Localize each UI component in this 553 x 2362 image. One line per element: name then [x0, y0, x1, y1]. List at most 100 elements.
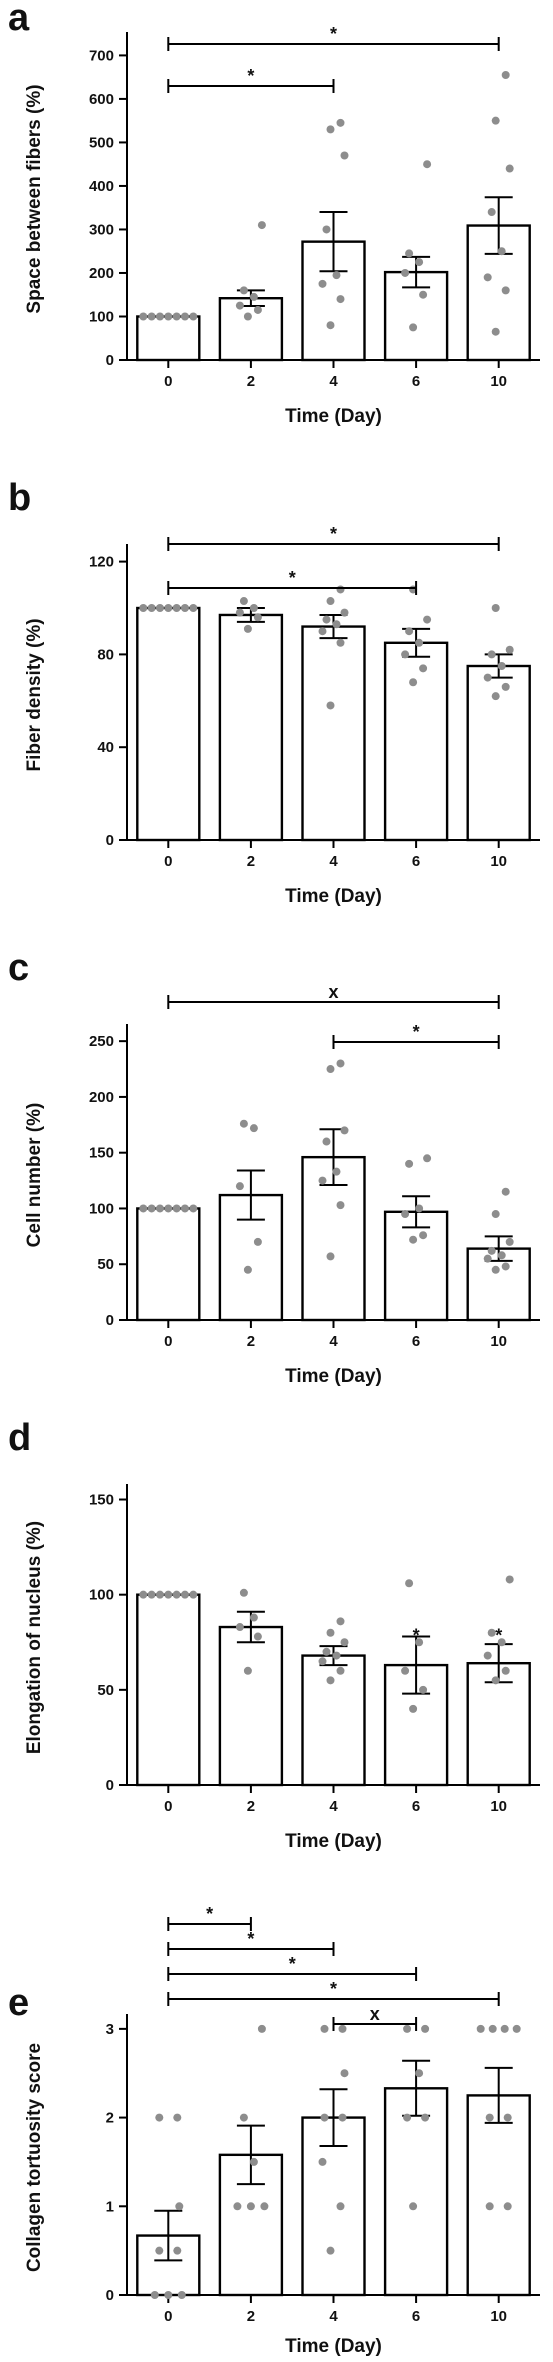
y-tick-label: 40: [97, 739, 114, 756]
data-point: [147, 312, 156, 321]
data-point: [249, 1613, 258, 1622]
point-marker: *: [413, 1626, 420, 1646]
data-point: [336, 2202, 345, 2211]
data-point: [421, 2024, 430, 2033]
data-point: [409, 678, 418, 687]
data-point: [336, 1201, 345, 1210]
bar: [218, 2153, 284, 2297]
x-tick-label: 0: [164, 373, 172, 390]
data-point: [336, 1617, 345, 1626]
bar: [136, 1593, 201, 1787]
data-point: [239, 1588, 248, 1597]
panel-letter: b: [8, 477, 31, 519]
data-point: [147, 1204, 156, 1213]
data-point: [340, 1126, 349, 1135]
x-axis-title: Time (Day): [285, 1366, 382, 1387]
data-point: [172, 604, 181, 612]
data-point: [487, 1246, 496, 1255]
data-point: [139, 1590, 148, 1599]
x-tick-label: 2: [247, 2308, 255, 2325]
data-point: [503, 2113, 512, 2122]
data-point: [253, 305, 262, 314]
bar: [218, 613, 284, 842]
y-tick-label: 400: [89, 178, 114, 195]
data-point: [501, 682, 510, 691]
y-tick-label: 0: [106, 832, 114, 849]
data-point: [336, 295, 345, 304]
data-point: [483, 273, 492, 282]
y-tick-label: 150: [89, 1145, 114, 1162]
y-axis-title: Cell number (%): [24, 1103, 45, 1248]
panel-letter: e: [8, 1982, 29, 2024]
x-tick-label: 2: [247, 373, 255, 390]
data-point: [180, 604, 189, 612]
data-point: [423, 615, 432, 624]
data-point: [485, 2202, 494, 2211]
data-point: [401, 1210, 410, 1219]
x-tick-label: 6: [412, 1333, 420, 1350]
data-point: [415, 258, 424, 267]
data-point: [175, 2202, 184, 2211]
data-point: [403, 2113, 412, 2122]
y-tick-label: 600: [89, 91, 114, 108]
data-point: [497, 247, 506, 256]
data-point: [239, 1119, 248, 1128]
data-point: [491, 604, 500, 612]
significance-bracket: [167, 1992, 500, 2006]
data-point: [235, 301, 244, 310]
x-tick-label: 6: [412, 853, 420, 870]
significance-label: *: [413, 1022, 420, 1042]
data-point: [336, 1666, 345, 1675]
bar: [301, 1654, 366, 1787]
y-tick-label: 500: [89, 134, 114, 151]
data-point: [180, 1204, 189, 1213]
data-point: [419, 1231, 428, 1240]
data-point: [326, 1065, 335, 1074]
data-point: [155, 1204, 164, 1213]
data-point: [172, 1590, 181, 1599]
x-tick-label: 6: [412, 2308, 420, 2325]
data-point: [164, 604, 173, 612]
data-point: [164, 2291, 173, 2299]
data-point: [164, 312, 173, 321]
data-point: [155, 2113, 164, 2122]
data-point: [405, 1579, 414, 1588]
data-point: [415, 1638, 424, 1647]
y-tick-label: 100: [89, 1587, 114, 1604]
y-tick-label: 200: [89, 265, 114, 282]
data-point: [326, 701, 335, 710]
data-point: [491, 1676, 500, 1685]
bar: [466, 1661, 531, 1787]
bar: [136, 1207, 201, 1322]
y-tick-label: 250: [89, 1033, 114, 1050]
data-point: [487, 650, 496, 659]
x-tick-label: 6: [412, 1798, 420, 1815]
significance-label: *: [206, 1904, 213, 1924]
data-point: [189, 604, 198, 612]
data-point: [150, 2291, 159, 2299]
data-point: [419, 664, 428, 673]
data-point: [318, 1657, 327, 1666]
data-point: [401, 268, 410, 277]
data-point: [172, 312, 181, 321]
data-point: [497, 662, 506, 670]
data-point: [491, 1265, 500, 1274]
data-point: [257, 221, 266, 230]
data-point: [189, 312, 198, 321]
x-axis-title: Time (Day): [285, 1831, 382, 1852]
bar: [218, 1625, 284, 1787]
bar: [136, 315, 201, 362]
point-marker: *: [495, 1626, 502, 1646]
data-point: [235, 608, 244, 617]
x-axis-title: Time (Day): [285, 886, 382, 907]
significance-bracket: [167, 1917, 252, 1931]
x-tick-label: 10: [490, 1333, 507, 1350]
significance-label: x: [370, 2004, 380, 2024]
y-axis-title: Fiber density (%): [24, 618, 45, 771]
data-point: [177, 2291, 186, 2299]
data-point: [253, 1237, 262, 1246]
data-point: [155, 2246, 164, 2255]
data-point: [415, 2069, 424, 2078]
significance-bracket: [167, 1942, 335, 1956]
y-tick-label: 150: [89, 1492, 114, 1509]
